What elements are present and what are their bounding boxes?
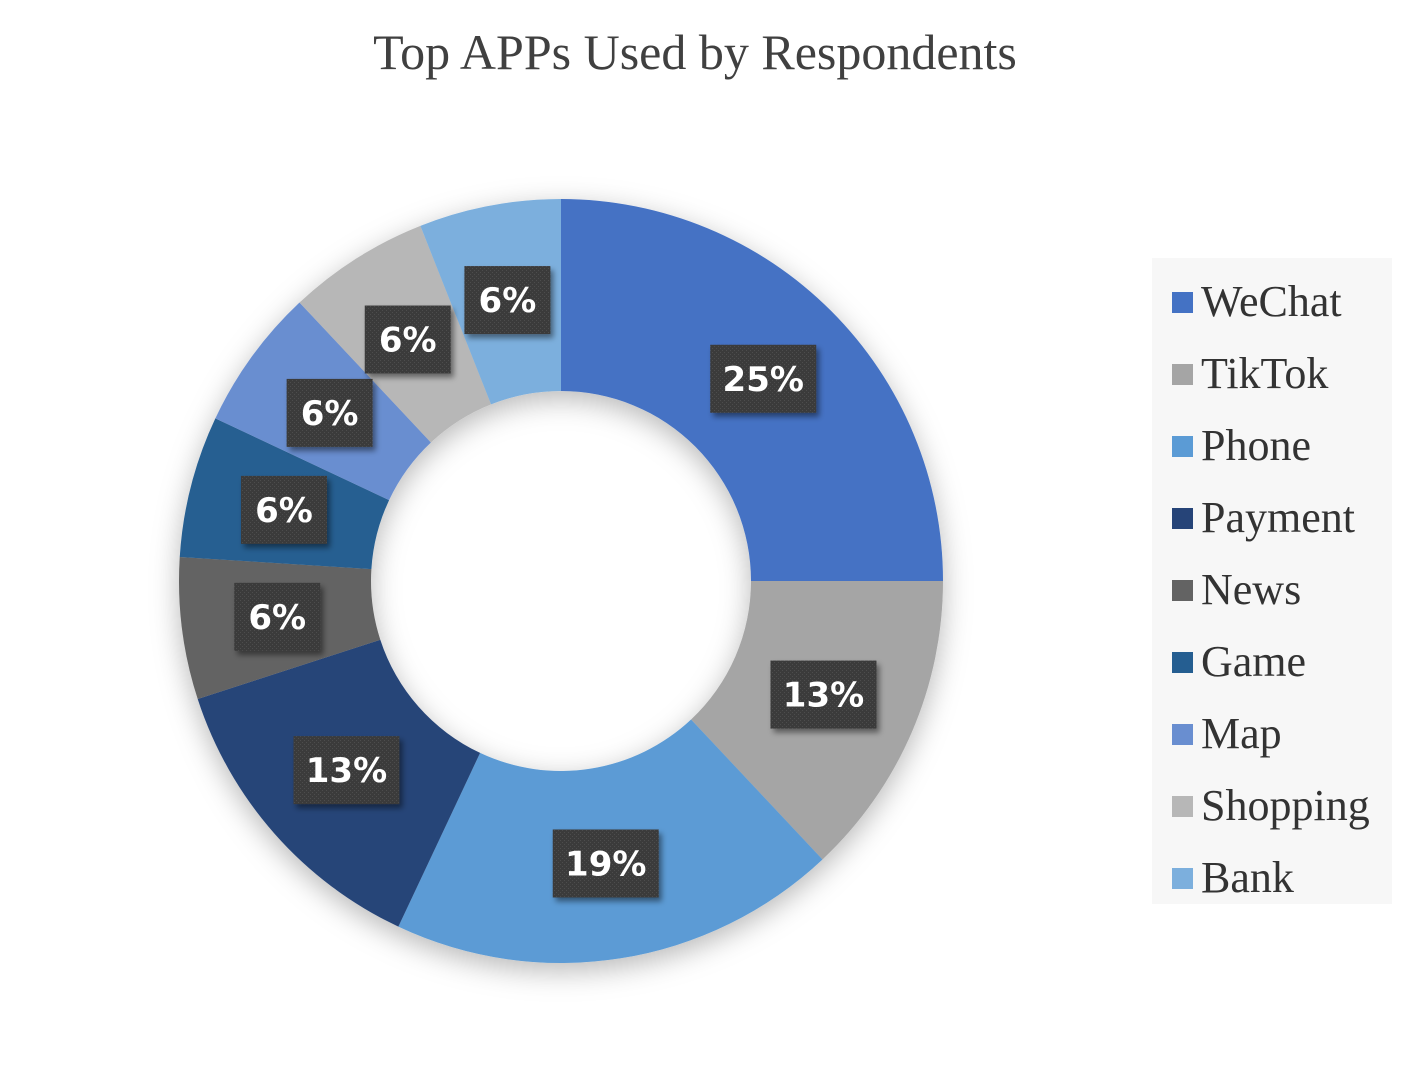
legend-item-map: Map (1172, 698, 1392, 770)
data-label-box (710, 344, 817, 413)
legend-label: Payment (1201, 493, 1355, 542)
chart-title: Top APPs Used by Respondents (373, 24, 1017, 80)
legend-swatch (1172, 579, 1193, 601)
chart-legend: WeChat TikTok Phone Payment News Game Map Shopp… (1152, 258, 1392, 904)
data-label-box (286, 378, 373, 447)
legend-swatch (1172, 291, 1193, 313)
data-label-box (552, 829, 659, 898)
data-label-wechat: 25% (710, 344, 817, 413)
legend-label: Bank (1201, 853, 1294, 902)
data-label-text: 6% (248, 598, 306, 638)
donut-chart: 25% 13% 19% 13% 6% 6% 6% 6% 6% (179, 199, 944, 963)
legend-swatch (1172, 507, 1193, 529)
data-label-tiktok: 13% (770, 660, 877, 729)
legend-item-shopping: Shopping (1172, 770, 1392, 842)
data-label-text: 6% (301, 394, 359, 434)
data-label-shopping: 6% (364, 305, 451, 374)
data-label-game: 6% (240, 475, 327, 544)
data-label-text: 25% (723, 360, 804, 400)
data-label-text: 6% (379, 321, 437, 361)
data-label-text: 6% (479, 281, 537, 321)
donut-data-labels: 25% 13% 19% 13% 6% 6% 6% 6% 6% (234, 266, 877, 898)
data-label-box (364, 305, 451, 374)
data-label-text: 13% (783, 676, 864, 716)
legend-label: News (1201, 565, 1302, 614)
legend-item-tiktok: TikTok (1172, 338, 1392, 410)
legend-label: TikTok (1201, 349, 1329, 398)
legend-item-game: Game (1172, 626, 1392, 698)
legend-label: Game (1201, 637, 1307, 686)
data-label-box (464, 266, 551, 335)
data-label-text: 6% (255, 491, 313, 531)
legend-swatch (1172, 651, 1193, 673)
legend-label: Map (1201, 709, 1282, 758)
data-label-bank: 6% (464, 266, 551, 335)
legend-swatch (1172, 723, 1193, 745)
legend-label: Phone (1201, 421, 1311, 470)
legend-item-wechat: WeChat (1172, 266, 1392, 338)
data-label-news: 6% (234, 582, 321, 651)
data-label-phone: 19% (552, 829, 659, 898)
data-label-box (234, 582, 321, 651)
legend-item-bank: Bank (1172, 842, 1392, 914)
data-label-box (240, 475, 327, 544)
data-label-payment: 13% (293, 736, 400, 805)
legend-swatch (1172, 435, 1193, 457)
data-label-map: 6% (286, 378, 373, 447)
legend-item-phone: Phone (1172, 410, 1392, 482)
data-label-text: 13% (306, 751, 387, 791)
legend-label: Shopping (1201, 781, 1370, 830)
data-label-box (293, 736, 400, 805)
legend-swatch (1172, 795, 1193, 817)
legend-swatch (1172, 363, 1193, 385)
legend-swatch (1172, 867, 1193, 889)
data-label-box (770, 660, 877, 729)
data-label-text: 19% (565, 844, 646, 884)
legend-label: WeChat (1201, 277, 1342, 326)
legend-item-news: News (1172, 554, 1392, 626)
legend-item-payment: Payment (1172, 482, 1392, 554)
